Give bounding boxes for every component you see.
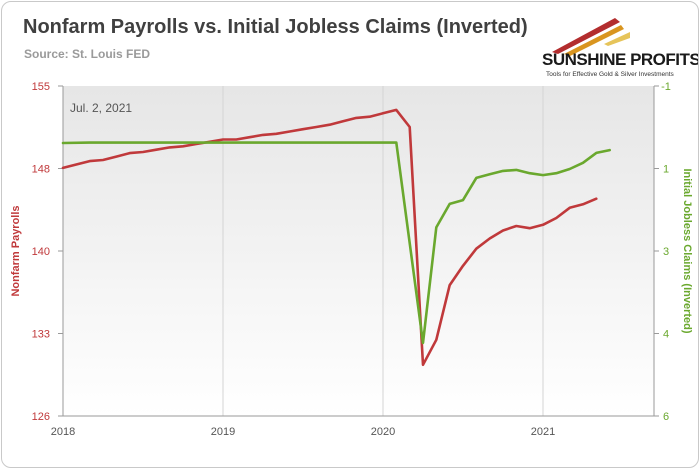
right-tick-label: -1 bbox=[661, 81, 671, 93]
sunshine-rays-icon bbox=[552, 18, 630, 56]
right-axis-title: Initial Jobless Claims (Inverted) bbox=[681, 168, 693, 333]
date-annotation: Jul. 2, 2021 bbox=[70, 101, 132, 115]
x-tick-label: 2020 bbox=[371, 426, 395, 438]
left-tick-label: 148 bbox=[32, 164, 50, 176]
plot-area bbox=[63, 86, 654, 416]
brand-name: SUNSHINE PROFITS bbox=[542, 50, 699, 69]
series-line-jobless-claims bbox=[61, 141, 612, 345]
right-tick-label: 6 bbox=[663, 411, 669, 423]
left-tick-label: 133 bbox=[32, 329, 50, 341]
x-tick-label: 2018 bbox=[51, 426, 75, 438]
left-tick-label: 126 bbox=[32, 411, 50, 423]
series-line-nonfarm-payrolls bbox=[61, 108, 598, 367]
left-axis-title: Nonfarm Payrolls bbox=[10, 205, 22, 296]
left-tick-label: 140 bbox=[32, 246, 50, 258]
x-tick-label: 2021 bbox=[531, 426, 555, 438]
right-tick-label: 1 bbox=[663, 164, 669, 176]
right-tick-label: 4 bbox=[663, 329, 669, 341]
x-tick-label: 2019 bbox=[211, 426, 235, 438]
brand-tagline: Tools for Effective Gold & Silver Invest… bbox=[546, 71, 674, 78]
left-tick-label: 155 bbox=[32, 81, 50, 93]
chart-title: Nonfarm Payrolls vs. Initial Jobless Cla… bbox=[23, 16, 528, 38]
right-tick-label: 3 bbox=[663, 246, 669, 258]
brand-logo: SUNSHINE PROFITS Tools for Effective Gol… bbox=[542, 16, 698, 82]
source-label: Source: St. Louis FED bbox=[24, 47, 151, 61]
